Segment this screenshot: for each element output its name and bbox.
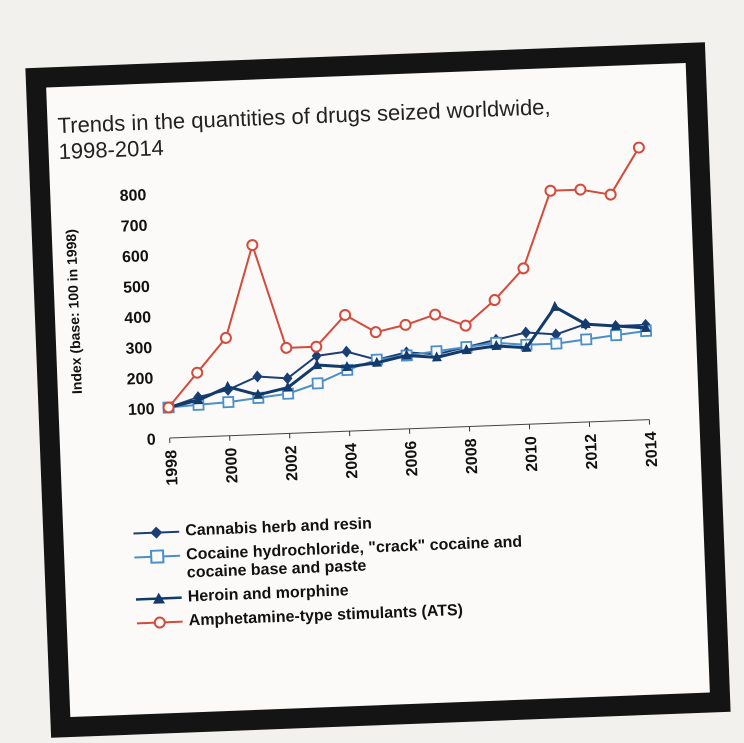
- data-point-cannabis: [282, 372, 293, 385]
- data-point-ats: [399, 318, 412, 331]
- data-point-ats: [246, 239, 259, 252]
- y-tick-label: 200: [126, 370, 153, 388]
- data-point-ats: [219, 331, 232, 344]
- data-point-ats: [162, 401, 175, 414]
- x-tick-label: 1998: [163, 450, 181, 486]
- data-point-cocaine: [311, 377, 324, 390]
- data-point-heroin: [610, 320, 621, 331]
- data-point-cannabis: [520, 326, 531, 339]
- data-point-ats: [429, 308, 442, 321]
- data-point-heroin: [372, 356, 383, 367]
- data-point-heroin: [491, 339, 502, 351]
- data-point-cocaine: [550, 337, 563, 350]
- data-point-ats: [310, 340, 323, 353]
- y-tick-label: 500: [123, 279, 150, 297]
- data-point-heroin: [461, 344, 472, 355]
- data-point-ats: [604, 188, 617, 201]
- legend-marker-circle-icon: [136, 616, 183, 629]
- data-point-ats: [369, 326, 382, 339]
- data-point-heroin: [253, 388, 264, 400]
- series-line-square: [168, 329, 647, 409]
- y-axis-label: Index (base: 100 in 1998): [63, 229, 85, 394]
- legend-label-ats: Amphetamine-type stimulants (ATS): [188, 601, 464, 630]
- x-tick-label: 2012: [583, 433, 601, 469]
- data-point-cannabis: [311, 349, 322, 362]
- y-tick-label: 300: [125, 340, 152, 358]
- data-point-cocaine: [580, 333, 593, 346]
- data-point-cocaine: [609, 329, 623, 342]
- y-tick-label: 100: [128, 401, 155, 419]
- data-point-ats: [191, 366, 204, 379]
- data-point-ats: [517, 262, 530, 275]
- legend-marker-square-icon: [134, 549, 181, 564]
- chart-card: Trends in the quantities of drugs seized…: [46, 62, 710, 718]
- data-point-ats: [632, 141, 645, 154]
- data-point-cannabis: [551, 328, 561, 341]
- x-axis-line: [169, 419, 650, 439]
- x-tick-label: 2014: [643, 431, 661, 467]
- legend-item-ats: Amphetamine-type stimulants (ATS): [136, 593, 696, 632]
- data-point-ats: [339, 308, 352, 321]
- x-tick-label: 2004: [343, 443, 361, 479]
- x-tick-label: 2000: [223, 447, 241, 483]
- x-tick-label: 2006: [403, 440, 421, 476]
- data-point-ats: [544, 184, 557, 197]
- series-line-diamond: [168, 323, 646, 409]
- legend-marker-triangle-icon: [135, 592, 182, 604]
- legend-item-heroin: Heroin and morphine: [135, 569, 696, 608]
- data-point-heroin: [193, 394, 204, 405]
- legend-label-heroin: Heroin and morphine: [187, 582, 349, 606]
- data-point-heroin: [342, 360, 353, 372]
- data-point-heroin: [401, 349, 412, 360]
- data-point-heroin: [312, 359, 323, 370]
- legend-marker-diamond-icon: [133, 526, 180, 539]
- data-point-cannabis: [341, 345, 352, 358]
- y-tick-label: 700: [121, 218, 148, 236]
- x-tick-label: 2010: [523, 436, 541, 472]
- data-point-heroin: [431, 351, 442, 362]
- y-tick-label: 0: [147, 432, 157, 449]
- data-point-heroin: [580, 318, 591, 329]
- data-point-heroin: [521, 341, 532, 352]
- x-tick-label: 2008: [463, 438, 481, 474]
- data-point-cannabis: [252, 370, 263, 383]
- data-point-heroin: [222, 380, 233, 392]
- y-tick-label: 400: [124, 309, 151, 327]
- data-point-ats: [280, 341, 293, 354]
- x-tick-label: 2002: [283, 445, 301, 481]
- line-chart: Index (base: 100 in 1998) 0 100 200 300 400 50…: [63, 141, 661, 486]
- chart-legend: Cannabis herb and resin Cocaine hydrochl…: [133, 503, 697, 638]
- data-point-ats: [488, 294, 501, 307]
- legend-item-cannabis: Cannabis herb and resin: [133, 503, 693, 542]
- data-point-cocaine: [222, 395, 235, 409]
- data-point-heroin: [640, 321, 651, 333]
- data-point-heroin: [282, 381, 293, 392]
- y-tick-label: 600: [122, 248, 149, 266]
- data-point-heroin: [550, 300, 561, 312]
- legend-item-cocaine: Cocaine hydrochloride, "crack" cocaine a…: [134, 527, 695, 584]
- series-line-circle: [167, 147, 640, 409]
- data-point-ats: [574, 183, 587, 196]
- data-point-ats: [459, 319, 472, 332]
- y-tick-label: 800: [119, 187, 146, 205]
